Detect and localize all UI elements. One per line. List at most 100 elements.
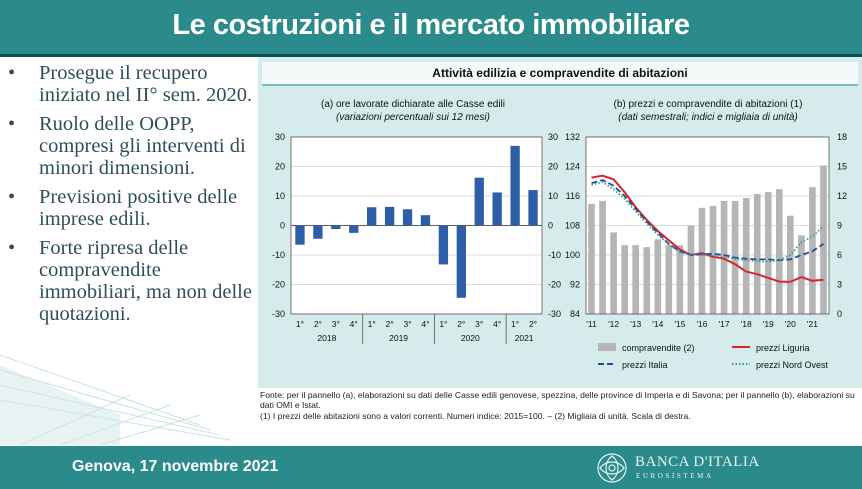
panel-b-chart: 132 124 116 108 100 92 84 18 15 12 9 6 3 0 '11 '12 '13 '1… bbox=[565, 132, 847, 370]
panel-b-line-dotted bbox=[591, 181, 825, 263]
panel-a-ytick-right: 0 bbox=[548, 221, 553, 231]
panel-b-title: (b) prezzi e compravendite di abitazioni… bbox=[614, 99, 803, 110]
panel-b-sales-bar bbox=[610, 232, 617, 314]
footnote-source: Fonte: per il pannello (a), elaborazioni… bbox=[260, 390, 855, 411]
panel-b-sales-bar bbox=[764, 192, 772, 314]
panel-a-ytick-left: 20 bbox=[275, 162, 285, 172]
panel-b-sales-bar bbox=[632, 245, 640, 314]
panel-b-ytick-left: 116 bbox=[566, 191, 580, 201]
footer-bar: Genova, 17 novembre 2021 BANCA D'ITALIA … bbox=[0, 446, 862, 489]
panel-b-xtick: '11 bbox=[586, 319, 597, 329]
panel-a-frame bbox=[290, 136, 543, 315]
figure-title: Attività edilizia e compravendite di abi… bbox=[432, 66, 687, 80]
panel-a-year-label: 2020 bbox=[461, 333, 480, 343]
panel-a-bar bbox=[456, 225, 466, 298]
panel-b-ytick-right: 15 bbox=[837, 162, 847, 172]
panel-a-ytick-right: -20 bbox=[548, 280, 561, 290]
panel-a-bar bbox=[367, 207, 377, 226]
panel-a-bar bbox=[492, 192, 502, 226]
panel-b-sales-bar bbox=[820, 165, 827, 314]
panel-b-sales-bar bbox=[798, 235, 805, 314]
panel-a-xtick: 1° bbox=[368, 319, 376, 329]
panel-a-xtick: 2° bbox=[386, 319, 394, 329]
panel-b-ytick-left: 124 bbox=[565, 162, 580, 172]
panel-a-ytick-right: -10 bbox=[548, 250, 561, 260]
panel-b-sales-bar bbox=[775, 189, 783, 314]
panel-b-legend-label: prezzi Liguria bbox=[756, 343, 810, 353]
panel-b-legend-label: prezzi Italia bbox=[622, 360, 668, 370]
panel-a-xtick: 4° bbox=[350, 319, 358, 329]
panel-b-legend-label: compravendite (2) bbox=[622, 343, 695, 353]
panel-b-xtick: '14 bbox=[652, 319, 663, 329]
bullet-item: Prosegue il recupero iniziato nel II° se… bbox=[4, 62, 254, 106]
panel-b-ytick-left: 132 bbox=[565, 132, 580, 142]
panel-b-legend-swatch bbox=[598, 343, 616, 351]
panel-b-sales-bar bbox=[698, 207, 706, 314]
panel-a-xtick: 2° bbox=[314, 319, 322, 329]
decorative-building-graphic bbox=[0, 354, 231, 445]
panel-b-ytick-right: 18 bbox=[837, 132, 847, 142]
panel-a-bar bbox=[313, 225, 323, 239]
panel-a-ytick-left: -20 bbox=[272, 280, 285, 290]
panel-b-sales-bar bbox=[665, 245, 673, 314]
logo-emblem-icon bbox=[597, 453, 627, 483]
panel-b-sales-bar bbox=[787, 215, 794, 314]
panel-b-sales-bar bbox=[742, 197, 750, 314]
panel-b-sales-bar bbox=[753, 194, 761, 314]
panel-a-title: (a) ore lavorate dichiarate alle Casse e… bbox=[321, 99, 505, 110]
panel-a-year-label: 2021 bbox=[515, 333, 534, 343]
panel-b-sales-bar bbox=[621, 245, 628, 314]
panel-b-ytick-left: 108 bbox=[565, 221, 580, 231]
panel-b-xtick: '20 bbox=[785, 319, 796, 329]
panel-a-bar bbox=[510, 145, 520, 226]
panel-a-bar bbox=[384, 206, 395, 226]
panel-a-bar bbox=[331, 225, 341, 230]
panel-a-ytick-right: -30 bbox=[548, 309, 561, 319]
footnote-notes: (1) I prezzi delle abitazioni sono a val… bbox=[260, 410, 691, 421]
bullet-item: Previsioni positive delle imprese edili. bbox=[4, 186, 254, 230]
footer-date: Genova, 17 novembre 2021 bbox=[72, 458, 279, 475]
panel-b-xtick: '17 bbox=[719, 319, 730, 329]
panel-a-bar bbox=[402, 209, 413, 226]
panel-a-year-label: 2019 bbox=[389, 333, 408, 343]
panel-b-ytick-left: 84 bbox=[570, 309, 580, 319]
panel-b-sales-bar bbox=[643, 247, 651, 314]
panel-a-xtick: 1° bbox=[296, 319, 304, 329]
panel-b-xtick: '18 bbox=[741, 319, 752, 329]
panel-a-xtick: 3° bbox=[475, 319, 483, 329]
panel-b-sales-bar bbox=[588, 203, 595, 314]
panel-a-xtick: 3° bbox=[332, 319, 340, 329]
panel-a-ytick-left: 0 bbox=[280, 221, 285, 231]
panel-a-ytick-right: 10 bbox=[548, 191, 558, 201]
slide-title: Le costruzioni e il mercato immobiliare bbox=[172, 9, 690, 41]
panel-a-xtick: 1° bbox=[439, 319, 447, 329]
panel-b-ytick-right: 9 bbox=[837, 221, 842, 231]
panel-a-bar bbox=[438, 225, 449, 265]
panel-b-sales-bar bbox=[687, 225, 695, 314]
panel-a-ytick-left: -30 bbox=[272, 309, 285, 319]
panel-a-xtick: 4° bbox=[493, 319, 501, 329]
panel-a-subtitle: (variazioni percentuali sui 12 mesi) bbox=[336, 112, 490, 123]
bullet-item: Forte ripresa delle compravendite immobi… bbox=[4, 237, 254, 325]
panel-a-ytick-left: 10 bbox=[275, 191, 285, 201]
panel-b-ytick-left: 100 bbox=[565, 250, 580, 260]
panel-a-bar bbox=[528, 190, 538, 226]
panel-b-frame bbox=[585, 136, 830, 315]
panel-a-ytick-right: 20 bbox=[548, 162, 558, 172]
panel-a-xtick: 3° bbox=[403, 319, 411, 329]
panel-a-ytick-left: -10 bbox=[272, 250, 285, 260]
panel-a-bar bbox=[420, 215, 431, 226]
bullet-list: Prosegue il recupero iniziato nel II° se… bbox=[4, 62, 254, 332]
figure-footnote: Fonte: per il pannello (a), elaborazioni… bbox=[260, 390, 860, 421]
panel-b-sales-bar bbox=[709, 205, 717, 314]
panel-b-ytick-right: 12 bbox=[837, 191, 847, 201]
panel-b-xtick: '13 bbox=[630, 319, 641, 329]
panel-b-xtick: '21 bbox=[807, 319, 818, 329]
panel-a-bar bbox=[474, 177, 484, 226]
panel-a-ytick-right: 30 bbox=[548, 132, 558, 142]
panel-b-xtick: '12 bbox=[608, 319, 619, 329]
panel-b-legend-label: prezzi Nord Ovest bbox=[756, 360, 829, 370]
figure-panel: Attività edilizia e compravendite di abi… bbox=[258, 57, 862, 388]
panel-b-sales-bar bbox=[676, 245, 684, 314]
